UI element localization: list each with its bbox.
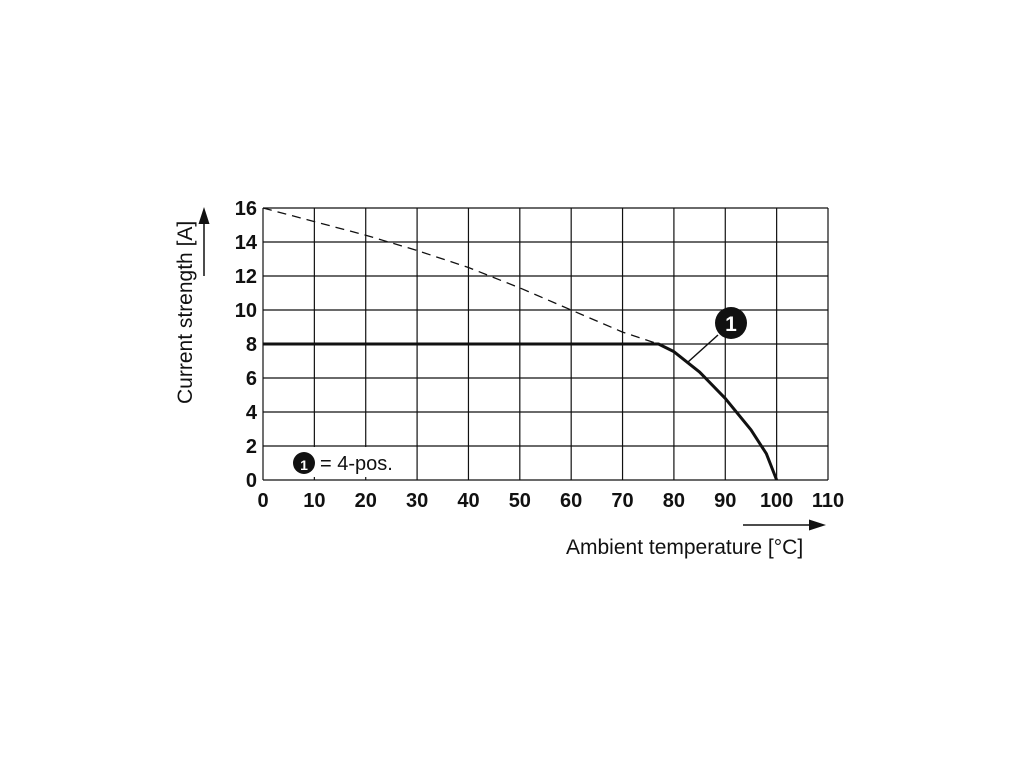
legend: 1 = 4-pos.: [287, 447, 415, 477]
y-tick-label: 0: [246, 470, 257, 492]
legend-text: = 4-pos.: [320, 453, 393, 475]
x-tick-label: 10: [303, 490, 325, 512]
y-tick-label: 6: [246, 368, 257, 390]
y-tick-label: 4: [246, 402, 258, 424]
series-line-dashed: [262, 207, 659, 345]
x-tick-label: 60: [560, 490, 582, 512]
series-line-solid: [263, 342, 779, 481]
curve-annotation: 1: [687, 307, 747, 363]
y-axis-label: Current strength [A]: [174, 221, 197, 404]
legend-marker-label: 1: [300, 457, 308, 473]
x-tick-label: 80: [663, 490, 685, 512]
x-tick-label: 90: [714, 490, 736, 512]
x-tick-label: 70: [611, 490, 633, 512]
x-axis-arrow: [743, 519, 826, 531]
x-tick-label: 20: [355, 490, 377, 512]
y-tick-labels: 0 2 4 6 8 10 12 14 16: [235, 198, 258, 492]
y-tick-label: 10: [235, 300, 257, 322]
y-tick-label: 2: [246, 436, 257, 458]
x-tick-label: 110: [812, 490, 844, 512]
x-tick-label: 40: [457, 490, 479, 512]
x-tick-labels: 0 10 20 30 40 50 60 70 80 90 100 110: [257, 490, 844, 512]
y-tick-label: 8: [246, 334, 257, 356]
curves: [262, 207, 779, 481]
annotation-leader-line: [687, 334, 719, 363]
x-tick-label: 100: [760, 490, 793, 512]
x-tick-label: 50: [509, 490, 531, 512]
y-tick-label: 12: [235, 266, 257, 288]
y-axis-arrow: [198, 207, 210, 276]
y-tick-label: 14: [235, 232, 258, 254]
y-tick-label: 16: [235, 198, 257, 220]
x-tick-label: 0: [257, 490, 268, 512]
annotation-marker: [715, 307, 747, 339]
x-tick-label: 30: [406, 490, 428, 512]
annotation-marker-label: 1: [725, 313, 737, 336]
legend-marker: [293, 452, 315, 474]
x-axis-label: Ambient temperature [°C]: [566, 536, 803, 559]
